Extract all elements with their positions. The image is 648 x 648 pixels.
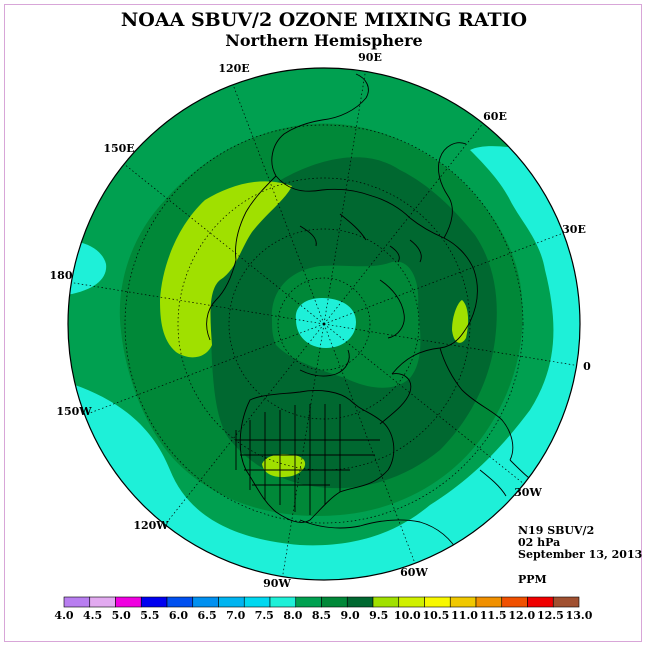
colorbar-swatch <box>63 596 91 608</box>
longitude-labels: 90E 60E 30E 0 30W 60W 90W 120W 150W 180 … <box>50 51 592 590</box>
map-subtitle: Northern Hemisphere <box>225 31 422 50</box>
colorbar-tick-label: 4.5 <box>83 609 102 622</box>
lon-label-0: 0 <box>583 360 591 373</box>
figure-frame <box>4 4 642 642</box>
colorbar-swatch <box>475 596 503 608</box>
colorbar-swatch <box>321 596 348 608</box>
colorbar-tick-label: 13.0 <box>566 609 593 622</box>
colorbar-swatch <box>115 596 142 608</box>
colorbar-swatch <box>372 596 400 608</box>
lon-label-90e: 90E <box>358 51 382 64</box>
lon-label-30e: 30E <box>562 223 586 236</box>
colorbar-swatch <box>243 596 271 608</box>
colorbar-tick-label: 7.0 <box>226 609 245 622</box>
band-9-5-10-0-siberia <box>160 181 292 358</box>
band-7-5-8-0-south <box>68 146 580 580</box>
colorbar-swatch <box>346 596 374 608</box>
colorbar-tick-label: 6.5 <box>197 609 216 622</box>
lon-label-60w: 60W <box>400 566 428 579</box>
colorbar-swatch <box>449 596 477 608</box>
colorbar-swatch <box>218 596 245 608</box>
colorbar-swatch <box>424 596 451 608</box>
colorbar-swatch <box>89 596 116 608</box>
colorbar-tick-label: 11.5 <box>480 609 507 622</box>
band-7-5-8-0-pole <box>295 298 356 348</box>
lon-label-120e: 120E <box>218 62 249 75</box>
map-title: NOAA SBUV/2 OZONE MIXING RATIO <box>121 9 527 31</box>
satellite-label: N19 SBUV/2 <box>518 524 594 537</box>
colorbar-tick-label: 9.0 <box>341 609 360 622</box>
colorbar-swatch <box>527 596 554 608</box>
colorbar-tick-label: 7.5 <box>255 609 274 622</box>
colorbar-tick-label: 5.5 <box>140 609 159 622</box>
colorbar-swatch <box>295 596 322 608</box>
colorbar-swatch <box>552 596 580 608</box>
colorbar-ticks: 4.0 4.5 5.0 5.5 6.0 6.5 7.0 7.5 8.0 8.5 9.0 9.5 10.0… <box>54 609 592 622</box>
colorbar-tick-label: 8.5 <box>312 609 331 622</box>
colorbar-swatch <box>140 596 168 608</box>
colorbar-swatch <box>192 596 219 608</box>
pressure-level-label: 02 hPa <box>518 536 560 549</box>
band-9-5-10-0-gulf <box>262 454 306 478</box>
colorbar-tick-label: 12.0 <box>508 609 535 622</box>
colorbar-swatch <box>501 596 528 608</box>
colorbar-tick-label: 10.0 <box>394 609 421 622</box>
colorbar-swatch <box>166 596 194 608</box>
lon-label-150w: 150W <box>56 405 92 418</box>
lon-label-120w: 120W <box>133 519 169 532</box>
date-label: September 13, 2013 <box>518 548 642 561</box>
colorbar-swatch <box>269 596 297 608</box>
units-label: PPM <box>518 573 547 586</box>
colorbar-tick-label: 6.0 <box>169 609 188 622</box>
colorbar-tick-label: 4.0 <box>54 609 73 622</box>
lon-label-60e: 60E <box>483 110 507 123</box>
lon-label-30w: 30W <box>514 486 542 499</box>
colorbar <box>63 596 580 608</box>
lon-label-90w: 90W <box>263 577 291 590</box>
coastlines <box>206 73 541 556</box>
colorbar-swatch <box>398 596 425 608</box>
lon-label-180: 180 <box>50 269 73 282</box>
colorbar-tick-label: 11.0 <box>451 609 478 622</box>
map-border <box>67 67 581 581</box>
lon-label-150e: 150E <box>103 142 134 155</box>
ozone-field <box>68 68 580 580</box>
colorbar-tick-label: 12.5 <box>537 609 564 622</box>
colorbar-tick-label: 5.0 <box>112 609 131 622</box>
colorbar-tick-label: 9.5 <box>369 609 388 622</box>
colorbar-tick-label: 10.5 <box>423 609 450 622</box>
graticule <box>68 68 580 580</box>
colorbar-tick-label: 8.0 <box>283 609 302 622</box>
